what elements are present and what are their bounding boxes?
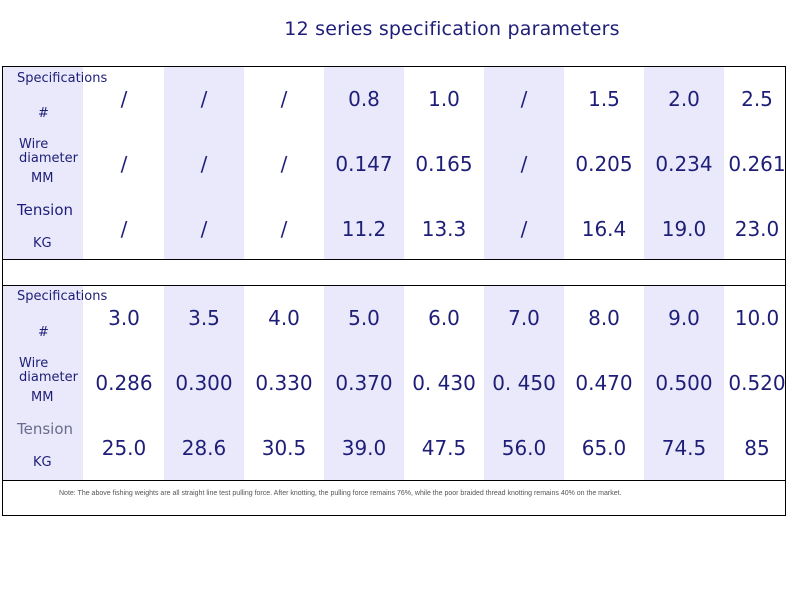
diameter-value: 0. 430: [412, 371, 476, 395]
tension-value: /: [120, 217, 128, 241]
diameter-value: 0.330: [255, 371, 313, 395]
kg-label: KG: [33, 455, 52, 470]
diameter-value: 0.300: [175, 371, 233, 395]
label-column-band: [3, 286, 83, 480]
spec-table-frame: Specifications # Wire diameter MM Tensio…: [2, 66, 786, 516]
wire-label: Wire: [19, 356, 49, 371]
diameter-value: 0.147: [335, 152, 393, 176]
tension-value: 56.0: [501, 436, 547, 460]
hash-label: #: [38, 106, 49, 121]
spec-value: 4.0: [268, 306, 300, 330]
column-band: [324, 286, 404, 480]
spec-value: 9.0: [668, 306, 700, 330]
tension-label: Tension: [17, 201, 74, 219]
tension-value: 74.5: [661, 436, 707, 460]
column-band: [644, 286, 724, 480]
diameter-value: 0.470: [575, 371, 633, 395]
tension-value: 85: [744, 436, 770, 460]
spec-value: 3.5: [188, 306, 220, 330]
column-band: [164, 286, 244, 480]
tension-value: /: [280, 217, 288, 241]
diameter-value: 0.261: [728, 152, 786, 176]
spec-value: 0.8: [348, 87, 380, 111]
column-band: [484, 67, 564, 259]
mm-label: MM: [31, 390, 54, 405]
spec-value: 1.0: [428, 87, 460, 111]
diameter-value: /: [120, 152, 128, 176]
tension-value: 16.4: [581, 217, 627, 241]
diameter-value: 0.370: [335, 371, 393, 395]
diameter-value: 0.165: [415, 152, 473, 176]
diameter-value: 0.205: [575, 152, 633, 176]
divider: [3, 285, 785, 286]
spec-value: 6.0: [428, 306, 460, 330]
spec-value: 1.5: [588, 87, 620, 111]
tension-value: 65.0: [581, 436, 627, 460]
column-band: [324, 67, 404, 259]
divider: [3, 480, 785, 481]
tension-value: 19.0: [661, 217, 707, 241]
divider: [3, 259, 785, 260]
tension-value: /: [520, 217, 528, 241]
tension-value: 13.3: [421, 217, 467, 241]
tension-value: 28.6: [181, 436, 227, 460]
spec-value: 3.0: [108, 306, 140, 330]
spec-value: 2.0: [668, 87, 700, 111]
label-column-band: [3, 67, 83, 259]
diameter-value: /: [280, 152, 288, 176]
column-band: [644, 67, 724, 259]
spec-value: /: [280, 87, 288, 111]
diameter-value: 0.500: [655, 371, 713, 395]
tension-value: 39.0: [341, 436, 387, 460]
page-title: 12 series specification parameters: [284, 18, 620, 40]
diameter-value: 0.234: [655, 152, 713, 176]
diameter-label: diameter: [19, 370, 78, 385]
column-band: [164, 67, 244, 259]
tension-value: 25.0: [101, 436, 147, 460]
tension-value: /: [200, 217, 208, 241]
spec-value: 2.5: [741, 87, 773, 111]
spec-value: 7.0: [508, 306, 540, 330]
spec-value: 8.0: [588, 306, 620, 330]
tension-value: 30.5: [261, 436, 307, 460]
diameter-label: diameter: [19, 151, 78, 166]
footnote: Note: The above fishing weights are all …: [59, 490, 622, 497]
spec-value: 5.0: [348, 306, 380, 330]
diameter-value: 0. 450: [492, 371, 556, 395]
spec-value: /: [520, 87, 528, 111]
tension-value: 11.2: [341, 217, 387, 241]
spec-label: Specifications: [17, 289, 108, 304]
spec-value: 10.0: [734, 306, 780, 330]
hash-label: #: [38, 325, 49, 340]
tension-value: 23.0: [734, 217, 780, 241]
diameter-value: /: [200, 152, 208, 176]
spec-value: /: [200, 87, 208, 111]
mm-label: MM: [31, 171, 54, 186]
tension-label: Tension: [17, 420, 74, 438]
diameter-value: /: [520, 152, 528, 176]
kg-label: KG: [33, 236, 52, 251]
column-band: [484, 286, 564, 480]
tension-value: 47.5: [421, 436, 467, 460]
spec-label: Specifications: [17, 71, 108, 86]
wire-label: Wire: [19, 137, 49, 152]
diameter-value: 0.286: [95, 371, 153, 395]
spec-value: /: [120, 87, 128, 111]
diameter-value: 0.520: [728, 371, 786, 395]
